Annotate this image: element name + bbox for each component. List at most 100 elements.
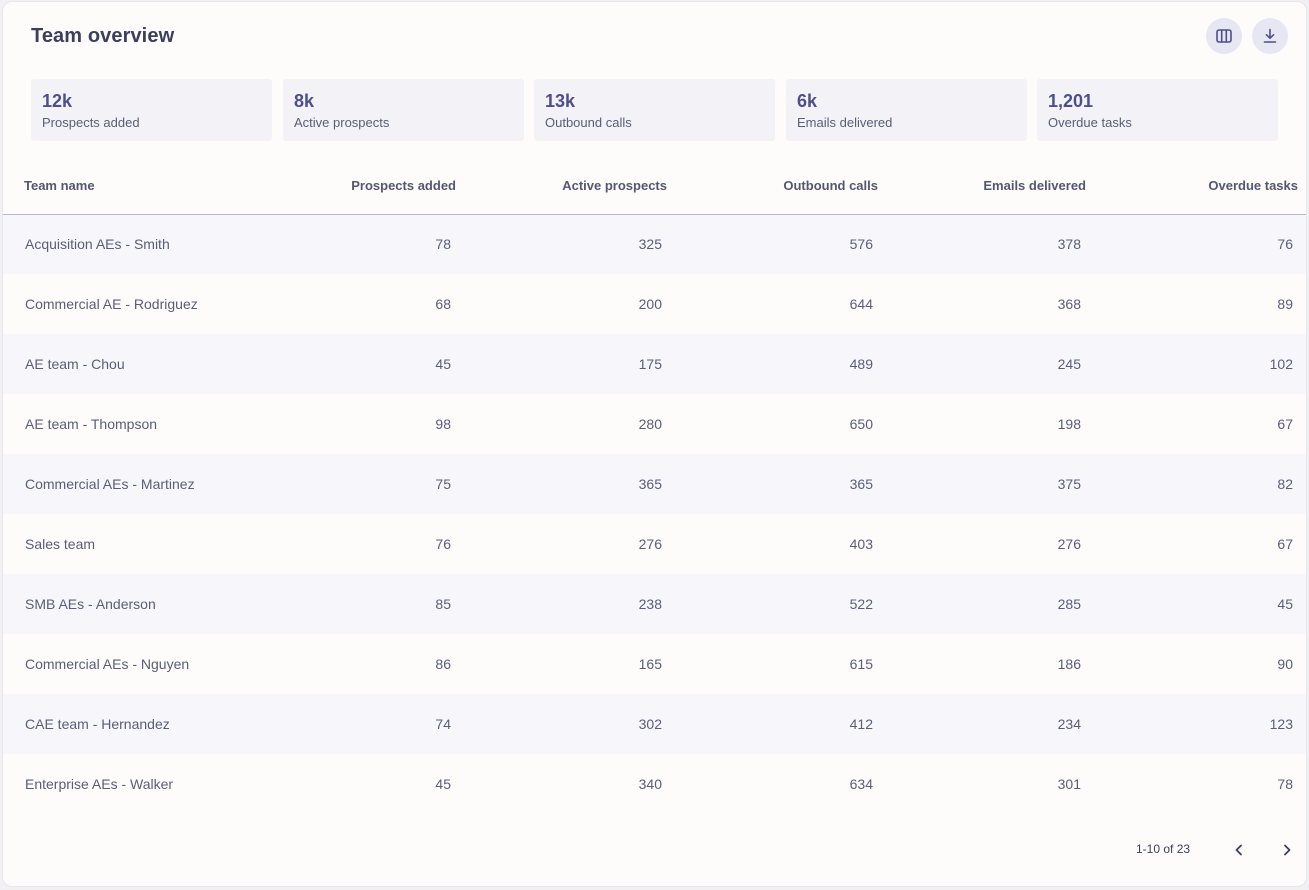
metric-cell: 276 (1057, 536, 1081, 552)
metric-cell: 301 (1057, 776, 1081, 792)
stat-label: Active prospects (294, 115, 390, 130)
table-row[interactable]: Commercial AE - Rodriguez 68 200 644 368 89 (3, 274, 1306, 334)
stat-tile: 13k Outbound calls (534, 79, 775, 141)
team-name-cell: SMB AEs - Anderson (25, 596, 156, 612)
metric-cell: 245 (1057, 356, 1081, 372)
metric-cell: 576 (849, 236, 873, 253)
team-name-cell: Acquisition AEs - Smith (25, 236, 170, 253)
stat-value: 8k (294, 91, 315, 111)
metric-cell: 634 (849, 776, 873, 792)
columns-icon (1216, 29, 1232, 43)
column-header[interactable]: Outbound calls (677, 158, 888, 215)
stat-value: 12k (42, 91, 73, 111)
stat-label: Outbound calls (545, 115, 632, 130)
metric-cell: 123 (1269, 716, 1293, 732)
team-name-cell: Sales team (25, 536, 96, 552)
metric-cell: 276 (638, 536, 662, 552)
prev-page-button[interactable] (1227, 838, 1251, 862)
metric-cell: 650 (849, 416, 873, 432)
metric-cell: 98 (435, 416, 451, 432)
metric-cell: 285 (1057, 596, 1081, 612)
column-header[interactable]: Emails delivered (888, 158, 1096, 215)
column-header[interactable]: Active prospects (466, 158, 677, 215)
team-name-cell: Commercial AEs - Martinez (25, 476, 195, 492)
next-page-button[interactable] (1275, 838, 1299, 862)
metric-cell: 102 (1269, 356, 1293, 372)
stat-label: Emails delivered (797, 115, 893, 130)
metric-cell: 45 (435, 356, 451, 372)
metric-cell: 644 (849, 296, 873, 312)
metric-cell: 365 (849, 476, 873, 492)
download-button[interactable] (1252, 18, 1288, 54)
download-icon (1263, 28, 1277, 43)
chevron-right-icon (1284, 844, 1291, 856)
metric-cell: 89 (1277, 296, 1293, 312)
metric-cell: 403 (849, 536, 873, 552)
team-table: Team name Prospects added Active prospects… (3, 158, 1306, 814)
stat-value: 13k (545, 91, 576, 111)
metric-cell: 368 (1057, 296, 1081, 312)
team-name-cell: AE team - Thompson (25, 416, 158, 432)
metric-cell: 67 (1277, 416, 1293, 432)
team-name-cell: Commercial AE - Rodriguez (25, 296, 198, 312)
metric-cell: 340 (638, 776, 662, 792)
table-row[interactable]: AE team - Chou 45 175 489 245 102 (3, 334, 1306, 394)
stat-tile: 1,201 Overdue tasks (1037, 79, 1278, 141)
table-header-row: Team name Prospects added Active prospects… (3, 158, 1306, 215)
metric-cell: 175 (638, 356, 662, 372)
stat-value: 6k (797, 91, 818, 111)
stat-label: Overdue tasks (1048, 115, 1132, 130)
stat-tile: 12k Prospects added (31, 79, 272, 141)
metric-cell: 238 (638, 596, 662, 612)
metric-cell: 82 (1277, 476, 1293, 492)
metric-cell: 375 (1057, 476, 1081, 492)
metric-cell: 325 (638, 236, 662, 253)
metric-cell: 86 (435, 656, 451, 672)
metric-cell: 234 (1057, 716, 1081, 732)
metric-cell: 365 (638, 476, 662, 492)
metric-cell: 68 (435, 296, 451, 312)
table-row[interactable]: Commercial AEs - Nguyen 86 165 615 186 90 (3, 634, 1306, 694)
table-row[interactable]: CAE team - Hernandez 74 302 412 234 123 (3, 694, 1306, 754)
chevron-left-icon (1235, 844, 1242, 856)
metric-cell: 76 (1277, 236, 1293, 253)
metric-cell: 85 (435, 596, 451, 612)
stat-tile: 8k Active prospects (283, 79, 524, 141)
metric-cell: 200 (638, 296, 662, 312)
stats-row: 12k Prospects added 8k Active prospects 13k O… (31, 79, 1281, 141)
metric-cell: 302 (638, 716, 662, 732)
table-row[interactable]: SMB AEs - Anderson 85 238 522 285 45 (3, 574, 1306, 634)
table-row[interactable]: AE team - Thompson 98 280 650 198 67 (3, 394, 1306, 454)
team-name-cell: Commercial AEs - Nguyen (25, 656, 190, 672)
metric-cell: 74 (435, 716, 451, 732)
column-header[interactable]: Prospects added (283, 158, 466, 215)
columns-button[interactable] (1206, 18, 1242, 54)
stat-value: 1,201 (1048, 91, 1094, 111)
team-name-cell: AE team - Chou (25, 356, 125, 372)
pagination-range: 1-10 of 23 (1136, 842, 1191, 856)
metric-cell: 67 (1277, 536, 1293, 552)
metric-cell: 378 (1057, 236, 1081, 253)
metric-cell: 186 (1057, 656, 1081, 672)
page-title: Team overview (31, 25, 175, 47)
metric-cell: 522 (849, 596, 873, 612)
metric-cell: 90 (1277, 656, 1293, 672)
metric-cell: 412 (849, 716, 873, 732)
table-row[interactable]: Commercial AEs - Martinez 75 365 365 375 82 (3, 454, 1306, 514)
table-row[interactable]: Enterprise AEs - Walker 45 340 634 301 78 (3, 754, 1306, 814)
table-row[interactable]: Acquisition AEs - Smith 78 325 576 378 76 (3, 214, 1306, 274)
metric-cell: 45 (435, 776, 451, 792)
metric-cell: 615 (849, 656, 873, 672)
metric-cell: 78 (435, 236, 451, 253)
metric-cell: 78 (1277, 776, 1293, 792)
metric-cell: 75 (435, 476, 451, 492)
column-header[interactable]: Overdue tasks (1096, 158, 1306, 215)
team-name-cell: Enterprise AEs - Walker (25, 776, 174, 792)
table-row[interactable]: Sales team 76 276 403 276 67 (3, 514, 1306, 574)
stat-tile: 6k Emails delivered (786, 79, 1027, 141)
stat-label: Prospects added (42, 115, 140, 130)
column-header[interactable]: Team name (3, 158, 283, 215)
metric-cell: 165 (638, 656, 662, 672)
metric-cell: 76 (435, 536, 451, 552)
